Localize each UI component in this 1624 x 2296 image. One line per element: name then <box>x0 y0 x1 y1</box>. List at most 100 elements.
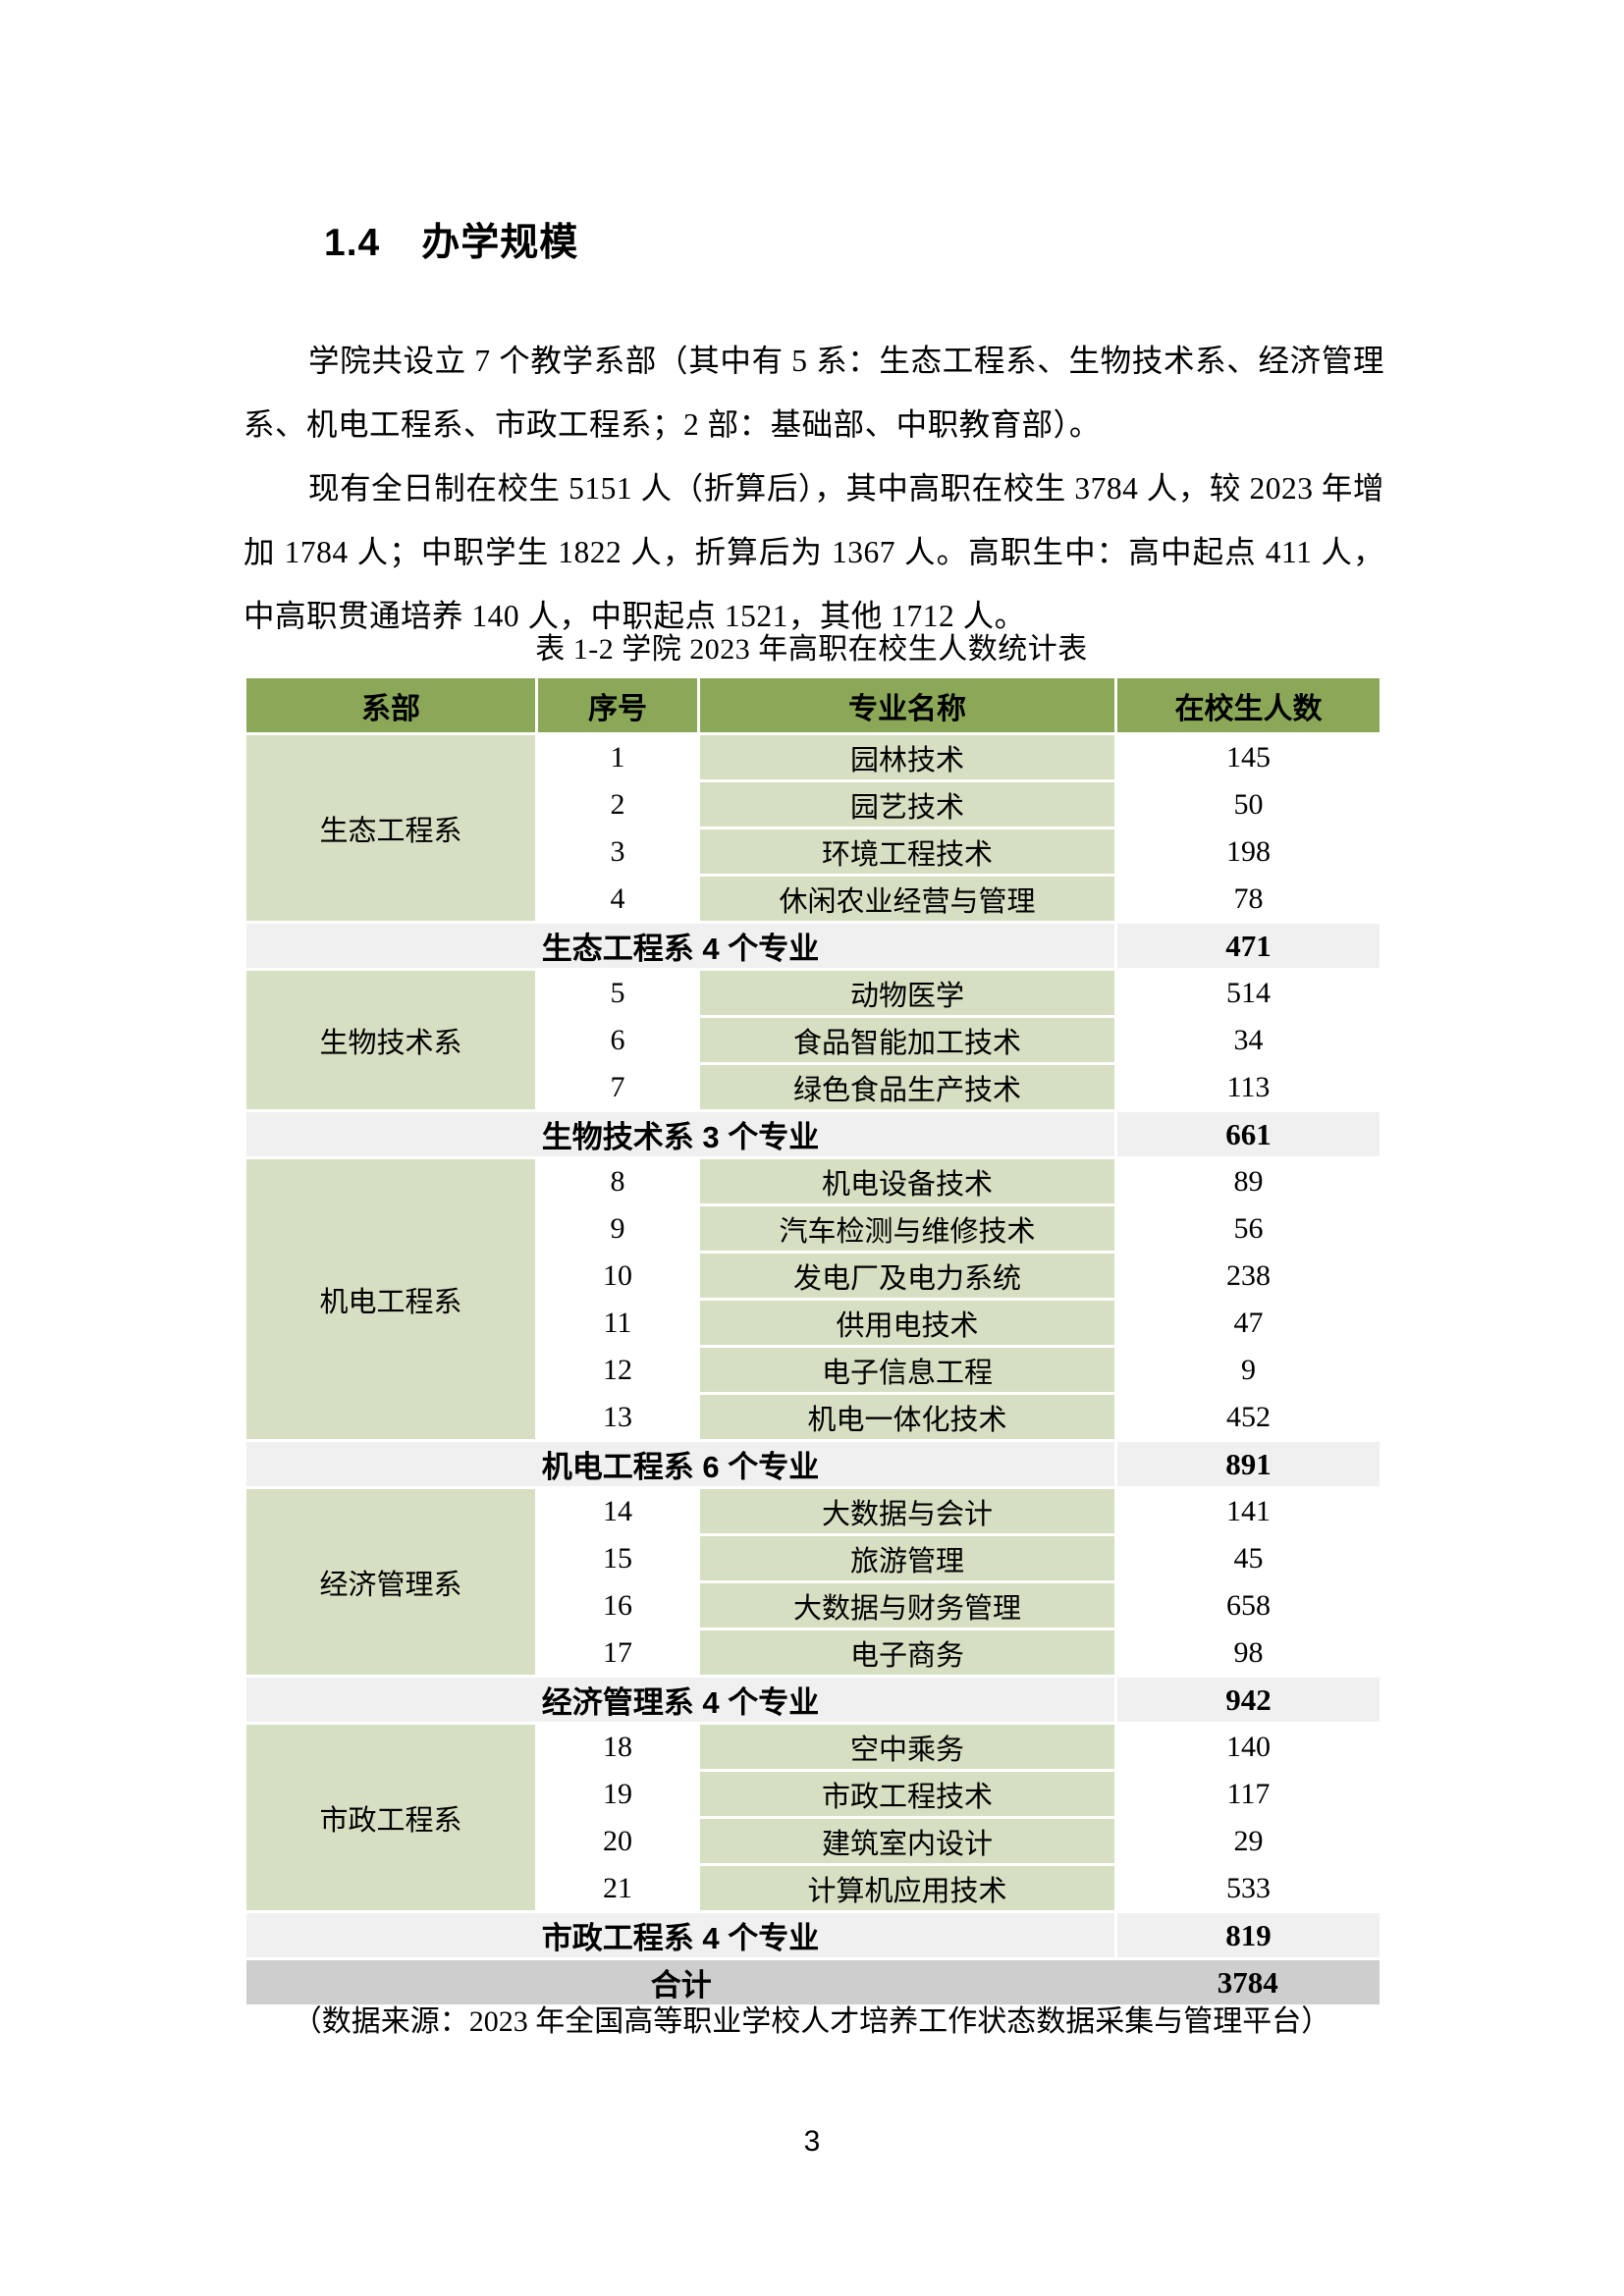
count-cell: 98 <box>1114 1628 1382 1678</box>
section-title: 办学规模 <box>421 222 579 264</box>
enrollment-table: 系部 序号 专业名称 在校生人数 生态工程系 1 园林技术 145 2 园艺技术 50 3 环境… <box>244 675 1382 2007</box>
summary-row: 经济管理系 4 个专业 942 <box>244 1675 1382 1725</box>
major-cell: 食品智能加工技术 <box>697 1015 1117 1065</box>
major-cell: 旅游管理 <box>697 1533 1117 1583</box>
major-cell: 园艺技术 <box>697 779 1117 829</box>
col-header-department: 系部 <box>244 675 538 735</box>
department-cell: 生物技术系 <box>244 968 538 1112</box>
index-cell: 2 <box>535 779 700 829</box>
table-row: 15 旅游管理 45 <box>245 1533 1382 1583</box>
index-cell: 8 <box>535 1156 700 1206</box>
paragraph-departments: 学院共设立 7 个教学系部（其中有 5 系：生态工程系、生物技术系、经济管理系、… <box>244 343 1384 442</box>
major-cell: 环境工程技术 <box>697 827 1117 877</box>
table-row: 11 供用电技术 47 <box>245 1298 1382 1348</box>
total-row: 合计 3784 <box>244 1957 1382 2007</box>
summary-count-cell: 471 <box>1114 921 1382 971</box>
table-row: 生物技术系 5 动物医学 514 <box>244 968 1382 1112</box>
summary-label-cell: 经济管理系 4 个专业 <box>244 1675 1117 1725</box>
count-cell: 78 <box>1114 874 1382 924</box>
count-cell: 140 <box>1114 1722 1382 1772</box>
index-cell: 10 <box>535 1251 700 1301</box>
major-cell: 机电设备技术 <box>697 1156 1117 1206</box>
page-number: 3 <box>803 2125 821 2158</box>
major-cell: 动物医学 <box>697 968 1117 1018</box>
count-cell: 56 <box>1114 1203 1382 1254</box>
col-header-index: 序号 <box>535 675 700 735</box>
summary-count-cell: 942 <box>1114 1675 1382 1725</box>
table-header-row: 系部 序号 专业名称 在校生人数 <box>244 675 1382 735</box>
major-cell: 空中乘务 <box>697 1722 1117 1772</box>
summary-label-cell: 生物技术系 3 个专业 <box>244 1109 1117 1159</box>
index-cell: 1 <box>535 732 700 782</box>
major-cell: 汽车检测与维修技术 <box>697 1203 1117 1254</box>
department-cell: 市政工程系 <box>244 1722 538 1913</box>
table-row: 10 发电厂及电力系统 238 <box>245 1251 1382 1301</box>
count-cell: 238 <box>1114 1251 1382 1301</box>
table-row: 市政工程系 18 空中乘务 140 <box>244 1722 1382 1913</box>
major-cell: 绿色食品生产技术 <box>697 1062 1117 1112</box>
major-cell: 大数据与财务管理 <box>697 1580 1117 1630</box>
count-cell: 29 <box>1114 1816 1382 1866</box>
count-cell: 198 <box>1114 827 1382 877</box>
count-cell: 9 <box>1114 1345 1382 1395</box>
department-cell: 生态工程系 <box>244 732 538 924</box>
summary-count-cell: 891 <box>1114 1439 1382 1489</box>
section-heading: 1.4 办学规模 <box>324 216 578 271</box>
summary-label-cell: 机电工程系 6 个专业 <box>244 1439 1117 1489</box>
count-cell: 533 <box>1114 1863 1382 1913</box>
major-cell: 建筑室内设计 <box>697 1816 1117 1866</box>
summary-label-cell: 生态工程系 4 个专业 <box>244 921 1117 971</box>
index-cell: 21 <box>535 1863 700 1913</box>
section-number: 1.4 <box>324 222 381 264</box>
count-cell: 145 <box>1114 732 1382 782</box>
major-cell: 大数据与会计 <box>697 1486 1117 1536</box>
major-cell: 园林技术 <box>697 732 1117 782</box>
table-row: 16 大数据与财务管理 658 <box>245 1580 1382 1630</box>
index-cell: 3 <box>535 827 700 877</box>
major-cell: 计算机应用技术 <box>697 1863 1117 1913</box>
summary-label-cell: 市政工程系 4 个专业 <box>244 1910 1117 1960</box>
col-header-major: 专业名称 <box>697 675 1117 735</box>
total-label-cell: 合计 <box>244 1957 1116 2007</box>
summary-count-cell: 819 <box>1114 1910 1382 1960</box>
index-cell: 11 <box>535 1298 700 1348</box>
index-cell: 7 <box>535 1062 700 1112</box>
count-cell: 45 <box>1114 1533 1382 1583</box>
major-cell: 休闲农业经营与管理 <box>697 874 1117 924</box>
count-cell: 34 <box>1114 1015 1382 1065</box>
table-row: 6 食品智能加工技术 34 <box>245 1015 1382 1065</box>
paragraph-enrollment: 现有全日制在校生 5151 人（折算后），其中高职在校生 3784 人，较 20… <box>244 470 1384 633</box>
count-cell: 89 <box>1114 1156 1382 1206</box>
index-cell: 18 <box>535 1722 700 1772</box>
count-cell: 47 <box>1114 1298 1382 1348</box>
data-source-note: （数据来源：2023 年全国高等职业学校人才培养工作状态数据采集与管理平台） <box>292 2005 1331 2038</box>
table-row: 3 环境工程技术 198 <box>245 827 1382 877</box>
table-row: 9 汽车检测与维修技术 56 <box>245 1203 1382 1254</box>
summary-row: 生物技术系 3 个专业 661 <box>244 1109 1382 1159</box>
index-cell: 20 <box>535 1816 700 1866</box>
index-cell: 6 <box>535 1015 700 1065</box>
table-row: 生态工程系 1 园林技术 145 <box>244 732 1382 924</box>
department-cell: 机电工程系 <box>244 1156 538 1442</box>
count-cell: 514 <box>1114 968 1382 1018</box>
table-row: 4 休闲农业经营与管理 78 <box>245 874 1382 924</box>
major-cell: 供用电技术 <box>697 1298 1117 1348</box>
table-row: 2 园艺技术 50 <box>245 779 1382 829</box>
table-row: 13 机电一体化技术 452 <box>245 1392 1382 1442</box>
major-cell: 电子商务 <box>697 1628 1117 1678</box>
index-cell: 15 <box>535 1533 700 1583</box>
table-row: 19 市政工程技术 117 <box>245 1769 1382 1819</box>
index-cell: 12 <box>535 1345 700 1395</box>
table-row: 20 建筑室内设计 29 <box>245 1816 1382 1866</box>
index-cell: 9 <box>535 1203 700 1254</box>
summary-row: 市政工程系 4 个专业 819 <box>244 1910 1382 1960</box>
count-cell: 658 <box>1114 1580 1382 1630</box>
index-cell: 4 <box>535 874 700 924</box>
index-cell: 17 <box>535 1628 700 1678</box>
count-cell: 117 <box>1114 1769 1382 1819</box>
count-cell: 141 <box>1114 1486 1382 1536</box>
table-row: 经济管理系 14 大数据与会计 141 <box>244 1486 1382 1678</box>
major-cell: 市政工程技术 <box>697 1769 1117 1819</box>
table-row: 7 绿色食品生产技术 113 <box>245 1062 1382 1112</box>
